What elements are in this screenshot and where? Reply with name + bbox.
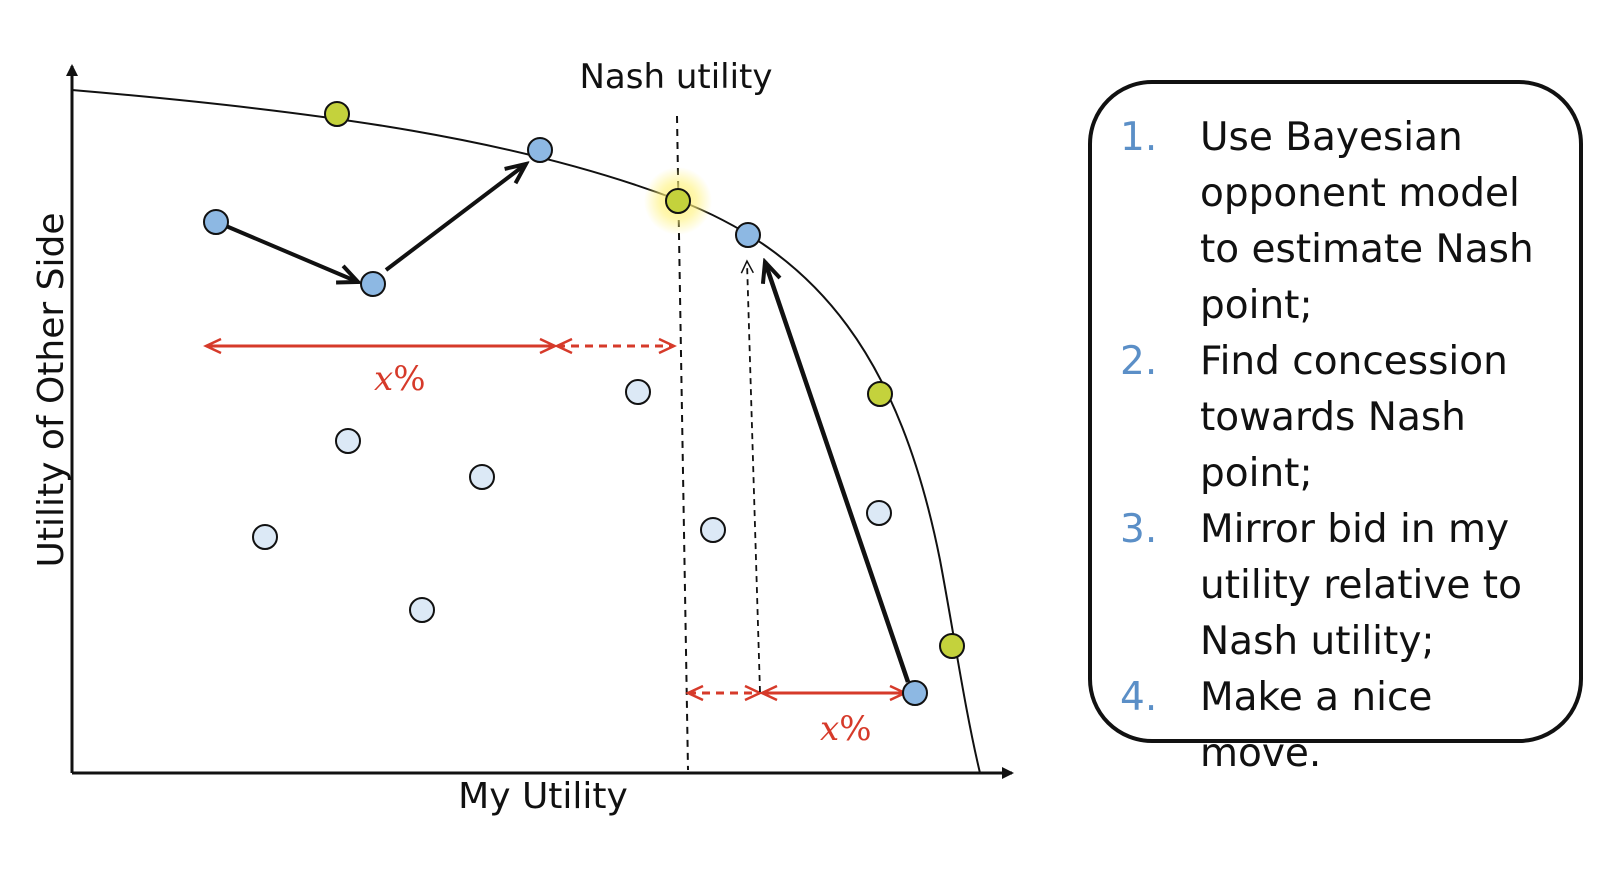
my-bid [527, 137, 553, 163]
x-axis-label: My Utility [458, 776, 628, 817]
step-number: 1. [1120, 115, 1158, 160]
my-bid [360, 271, 386, 297]
other-bid [409, 597, 435, 623]
step-item: 4. Make a nice move. [1120, 670, 1559, 782]
my-bid [735, 222, 761, 248]
pareto-frontier-curve [71, 89, 981, 774]
step-number: 2. [1120, 339, 1158, 384]
bid-arrow-1 [225, 224, 358, 282]
bid-arrow-2 [384, 164, 526, 272]
step-number: 4. [1120, 675, 1158, 720]
step-text: Mirror bid in my utility relative to Nas… [1200, 507, 1522, 664]
y-axis-label: Utility of Other Side [31, 213, 72, 568]
step-number: 3. [1120, 507, 1158, 552]
step-item: 2. Find concession towards Nash point; [1120, 334, 1559, 502]
other-bid [252, 524, 278, 550]
mirror-arrow [740, 259, 761, 693]
my-bid [902, 680, 928, 706]
nice-move-arrow [765, 262, 911, 683]
nash-utility-label: Nash utility [579, 57, 772, 97]
steps-list: 1. Use Bayesian opponent model to estima… [1120, 110, 1559, 782]
pareto-bid [324, 101, 350, 127]
step-text: Use Bayesian opponent model to estimate … [1200, 115, 1534, 328]
step-item: 3. Mirror bid in my utility relative to … [1120, 502, 1559, 670]
other-bid [335, 428, 361, 454]
other-bid [700, 517, 726, 543]
step-text: Find concession towards Nash point; [1200, 339, 1508, 496]
x-percent-label-bottom: x% [820, 709, 872, 749]
steps-panel: 1. Use Bayesian opponent model to estima… [1088, 80, 1583, 776]
pareto-bid [867, 381, 893, 407]
x-percent-label-top: x% [374, 359, 426, 399]
other-bid [866, 500, 892, 526]
step-item: 1. Use Bayesian opponent model to estima… [1120, 110, 1559, 334]
my-bid [203, 209, 229, 235]
other-bid [469, 464, 495, 490]
other-bid [625, 379, 651, 405]
nash-point [665, 188, 691, 214]
step-text: Make a nice move. [1200, 675, 1433, 776]
pareto-bid [939, 633, 965, 659]
